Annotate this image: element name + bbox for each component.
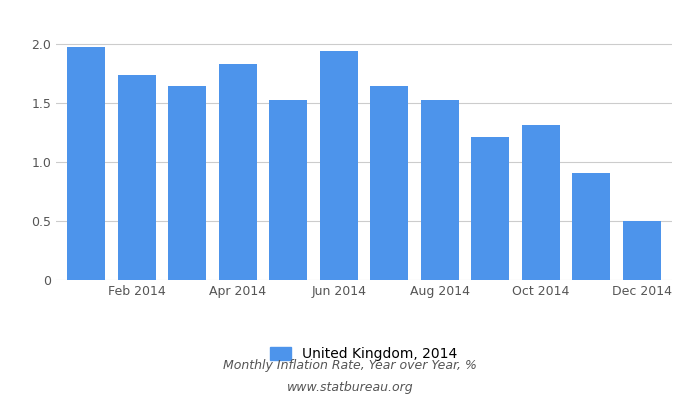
- Bar: [421, 100, 458, 280]
- Bar: [67, 47, 105, 280]
- Bar: [471, 137, 509, 280]
- Legend: United Kingdom, 2014: United Kingdom, 2014: [265, 342, 463, 367]
- Bar: [573, 172, 610, 280]
- Text: www.statbureau.org: www.statbureau.org: [287, 382, 413, 394]
- Bar: [270, 100, 307, 280]
- Bar: [522, 125, 560, 280]
- Bar: [623, 221, 661, 280]
- Bar: [118, 74, 155, 280]
- Bar: [370, 86, 408, 280]
- Bar: [219, 64, 257, 280]
- Bar: [320, 51, 358, 280]
- Text: Monthly Inflation Rate, Year over Year, %: Monthly Inflation Rate, Year over Year, …: [223, 360, 477, 372]
- Bar: [168, 86, 206, 280]
